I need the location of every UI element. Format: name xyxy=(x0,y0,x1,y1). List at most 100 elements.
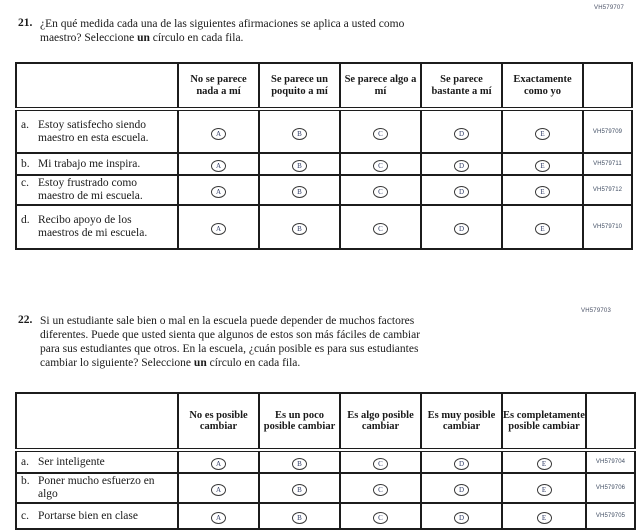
form-code-q22: VH579703 xyxy=(581,308,611,314)
option-cell: E xyxy=(501,472,587,504)
answer-bubble-d[interactable]: D xyxy=(454,223,469,235)
answer-bubble-c[interactable]: C xyxy=(373,484,388,496)
table-row: d. Recibo apoyo de los maestros de mi esc… xyxy=(15,204,633,250)
answer-bubble-b[interactable]: B xyxy=(292,223,307,235)
table-row: b. Poner mucho esfuerzo en algo A B C D E… xyxy=(15,472,636,504)
row-letter: a. xyxy=(21,118,29,131)
prompt-text: Si un estudiante sale bien o mal en la e… xyxy=(40,315,421,369)
row-text: Estoy frustrado como maestro de mi escue… xyxy=(38,177,143,202)
answer-bubble-d[interactable]: D xyxy=(454,458,469,470)
answer-bubble-e[interactable]: E xyxy=(535,186,550,198)
q21-col-header-2: Se parece un poquito a mí xyxy=(258,62,341,111)
row-stem: a. Ser inteligente xyxy=(15,449,179,474)
answer-bubble-b[interactable]: B xyxy=(292,186,307,198)
answer-bubble-a[interactable]: A xyxy=(211,458,226,470)
q22-col-header-4: Es muy posible cambiar xyxy=(420,392,503,452)
answer-bubble-e[interactable]: E xyxy=(536,512,552,524)
option-cell: C xyxy=(339,108,422,154)
option-cell: B xyxy=(258,472,341,504)
row-code: VH579704 xyxy=(585,449,636,474)
q21-col-header-5: Exactamente como yo xyxy=(501,62,584,111)
answer-bubble-e[interactable]: E xyxy=(535,160,550,172)
answer-bubble-e[interactable]: E xyxy=(535,127,550,140)
form-code-q21: VH579707 xyxy=(594,5,624,11)
table-row: b. Mi trabajo me inspira. A B C D E VH579… xyxy=(15,152,633,176)
option-cell: D xyxy=(420,472,503,504)
table-row: c. Portarse bien en clase A B C D E VH579… xyxy=(15,502,636,530)
answer-bubble-c[interactable]: C xyxy=(373,223,388,235)
row-code: VH579710 xyxy=(582,204,633,250)
row-letter: c. xyxy=(21,177,29,189)
answer-bubble-b[interactable]: B xyxy=(292,160,307,172)
prompt-bold-word: un xyxy=(193,357,207,369)
option-cell: A xyxy=(177,204,260,250)
q21-header-code-empty xyxy=(582,62,633,111)
question-number: 21. xyxy=(18,17,33,29)
row-stem: b. Mi trabajo me inspira. xyxy=(15,152,179,176)
question-22: 22. Si un estudiante sale bien o mal en … xyxy=(18,314,528,370)
answer-bubble-c[interactable]: C xyxy=(373,458,388,470)
option-cell: A xyxy=(177,108,260,154)
row-letter: d. xyxy=(21,214,30,226)
row-stem: b. Poner mucho esfuerzo en algo xyxy=(15,472,179,504)
q21-header-row: No se parece nada a mí Se parece un poqu… xyxy=(15,62,633,111)
q22-header-code-empty xyxy=(585,392,636,452)
q22-col-header-5: Es completamente posible cambiar xyxy=(501,392,587,452)
answer-bubble-e[interactable]: E xyxy=(536,458,552,470)
answer-bubble-b[interactable]: B xyxy=(292,484,307,496)
row-code: VH579706 xyxy=(585,472,636,504)
answer-bubble-a[interactable]: A xyxy=(211,186,226,198)
option-cell: E xyxy=(501,502,587,530)
table-row: a. Estoy satisfecho siendo maestro en est… xyxy=(15,108,633,154)
answer-bubble-c[interactable]: C xyxy=(373,512,388,524)
answer-bubble-d[interactable]: D xyxy=(454,127,469,140)
option-cell: E xyxy=(501,204,584,250)
option-cell: E xyxy=(501,152,584,176)
answer-bubble-e[interactable]: E xyxy=(535,223,550,235)
q22-col-header-2: Es un poco posible cambiar xyxy=(258,392,341,452)
answer-bubble-a[interactable]: A xyxy=(211,160,226,172)
row-code: VH579711 xyxy=(582,152,633,176)
prompt-bold-word: un xyxy=(137,32,150,44)
answer-bubble-d[interactable]: D xyxy=(454,186,469,198)
row-text: Mi trabajo me inspira. xyxy=(38,157,141,170)
option-cell: D xyxy=(420,108,503,154)
row-stem: a. Estoy satisfecho siendo maestro en est… xyxy=(15,108,179,154)
prompt-text: ¿En qué medida cada una de las siguiente… xyxy=(40,18,405,44)
answer-bubble-d[interactable]: D xyxy=(454,512,469,524)
option-cell: A xyxy=(177,174,260,206)
option-cell: E xyxy=(501,449,587,474)
option-cell: B xyxy=(258,502,341,530)
answer-bubble-d[interactable]: D xyxy=(454,160,469,172)
q22-col-header-1: No es posible cambiar xyxy=(177,392,260,452)
answer-bubble-e[interactable]: E xyxy=(536,484,552,496)
row-stem: d. Recibo apoyo de los maestros de mi esc… xyxy=(15,204,179,250)
answer-bubble-c[interactable]: C xyxy=(373,160,388,172)
answer-bubble-d[interactable]: D xyxy=(454,484,469,496)
q21-header-stem-empty xyxy=(15,62,179,111)
answer-bubble-b[interactable]: B xyxy=(292,458,307,470)
option-cell: C xyxy=(339,472,422,504)
q21-col-header-3: Se parece algo a mí xyxy=(339,62,422,111)
answer-bubble-a[interactable]: A xyxy=(211,484,226,496)
answer-bubble-b[interactable]: B xyxy=(292,127,307,140)
option-cell: B xyxy=(258,174,341,206)
option-cell: D xyxy=(420,152,503,176)
answer-bubble-a[interactable]: A xyxy=(211,512,226,524)
answer-bubble-c[interactable]: C xyxy=(373,127,388,140)
answer-bubble-c[interactable]: C xyxy=(373,186,388,198)
option-cell: B xyxy=(258,108,341,154)
row-text: Recibo apoyo de los maestros de mi escue… xyxy=(38,214,148,239)
answer-bubble-a[interactable]: A xyxy=(211,223,226,235)
row-text: Ser inteligente xyxy=(38,455,105,468)
row-code: VH579705 xyxy=(585,502,636,530)
option-cell: D xyxy=(420,174,503,206)
prompt-text: círculo en cada fila. xyxy=(149,32,244,44)
row-letter: b. xyxy=(21,157,30,170)
row-stem: c. Estoy frustrado como maestro de mi esc… xyxy=(15,174,179,206)
answer-bubble-a[interactable]: A xyxy=(211,127,226,140)
q22-header-row: No es posible cambiar Es un poco posible… xyxy=(15,392,636,452)
row-code: VH579709 xyxy=(582,108,633,154)
row-text: Portarse bien en clase xyxy=(38,509,138,522)
answer-bubble-b[interactable]: B xyxy=(292,512,307,524)
